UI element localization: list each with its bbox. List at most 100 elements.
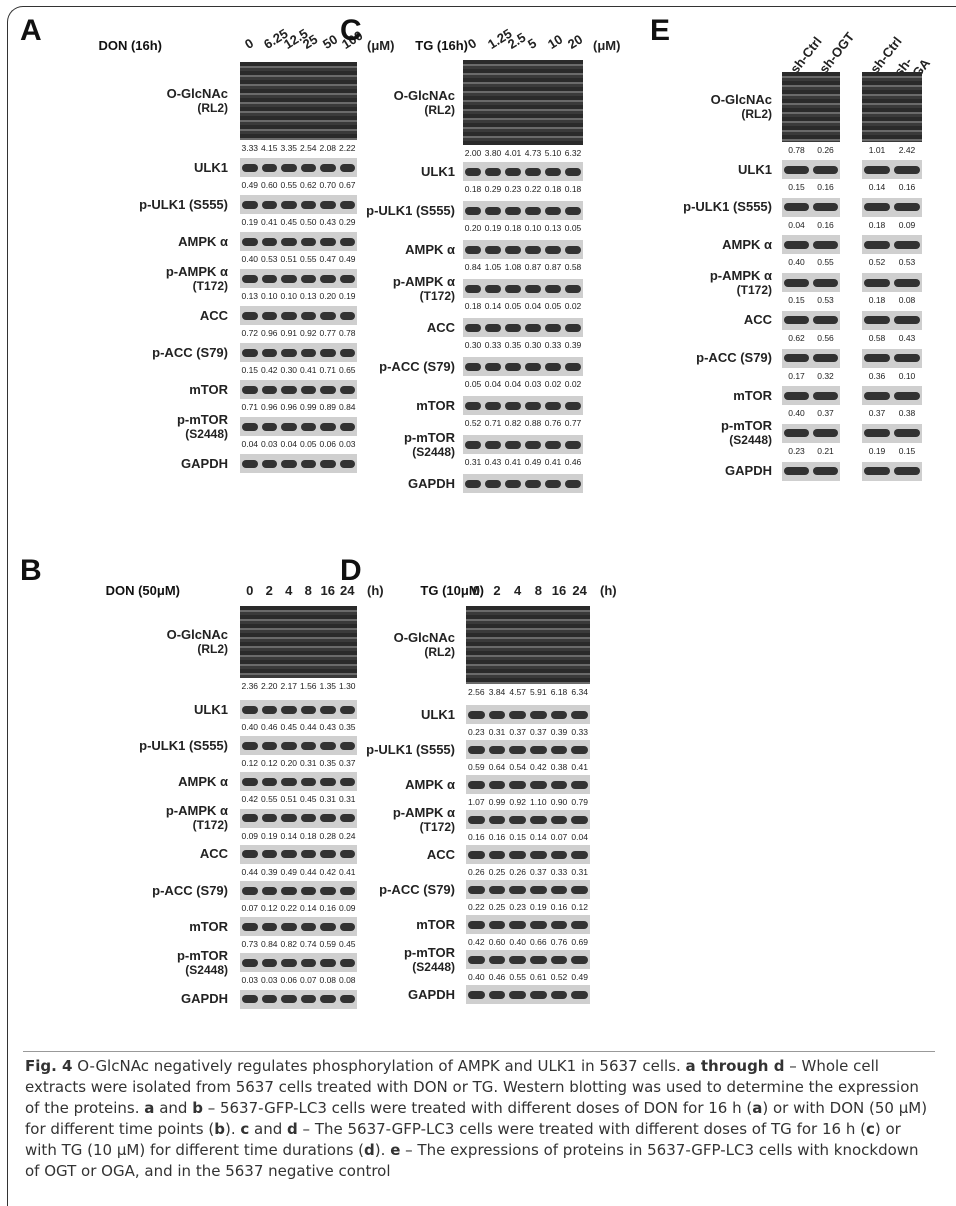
blot (782, 72, 840, 142)
band-value: 0.31 (339, 794, 356, 804)
row-label-line: p-ACC (S79) (28, 884, 228, 898)
band (505, 402, 521, 410)
blot (466, 740, 590, 759)
band-value: 0.20 (465, 223, 482, 233)
row-label-line: GAPDH (255, 988, 455, 1002)
row-label: AMPK α (28, 235, 228, 249)
band (320, 349, 336, 357)
row-label: p-ULK1 (S555) (572, 200, 772, 214)
band (813, 166, 838, 174)
row-label: p-ACC (S79) (28, 884, 228, 898)
band-value: 0.40 (241, 722, 258, 732)
band-value: 0.18 (505, 223, 522, 233)
blot (466, 985, 590, 1004)
band (465, 441, 481, 449)
band-value: 0.14 (530, 832, 547, 842)
band-value: 0.12 (571, 902, 588, 912)
row-label: p-AMPK α(T172) (572, 269, 772, 297)
band-value: 0.42 (241, 794, 258, 804)
band (468, 816, 485, 824)
caption-segment: b (214, 1120, 225, 1138)
band-value: 2.42 (899, 145, 916, 155)
caption-segment: ). (375, 1141, 390, 1159)
band (489, 746, 506, 754)
band-value: 3.33 (241, 143, 258, 153)
row-label-line: ACC (28, 309, 228, 323)
row-label: p-mTOR(S2448) (28, 949, 228, 977)
blot (782, 198, 840, 217)
band (565, 480, 581, 488)
band (509, 746, 526, 754)
band (571, 921, 588, 929)
row-label: mTOR (28, 383, 228, 397)
band-value: 0.37 (817, 408, 834, 418)
band (571, 991, 588, 999)
blot (463, 60, 583, 145)
band-value: 0.03 (525, 379, 542, 389)
band-value: 1.10 (530, 797, 547, 807)
band (864, 203, 890, 211)
band-value: 0.36 (869, 371, 886, 381)
unit: (h) (600, 583, 617, 598)
band-value: 0.12 (261, 903, 278, 913)
band (864, 166, 890, 174)
row-label: p-ACC (S79) (28, 346, 228, 360)
band-value: 0.20 (280, 758, 297, 768)
band-value: 0.05 (465, 379, 482, 389)
band (505, 168, 521, 176)
band (505, 441, 521, 449)
band (262, 386, 278, 394)
row-label-line: AMPK α (255, 778, 455, 792)
panel-letter: E (650, 14, 670, 48)
band (551, 886, 568, 894)
row-label-line: ACC (28, 847, 228, 861)
band-value: 0.35 (319, 758, 336, 768)
band-value: 0.23 (505, 184, 522, 194)
row-label: AMPK α (255, 778, 455, 792)
band-value: 0.26 (468, 867, 485, 877)
row-label-line: ULK1 (255, 708, 455, 722)
band (530, 816, 547, 824)
band-value: 0.09 (899, 220, 916, 230)
blot (463, 357, 583, 376)
band-value: 0.62 (300, 180, 317, 190)
row-label-line: ULK1 (28, 161, 228, 175)
band-value: 0.18 (545, 184, 562, 194)
band (551, 781, 568, 789)
band-value: 0.02 (565, 379, 582, 389)
band-value: 0.42 (530, 762, 547, 772)
band-value: 2.17 (280, 681, 297, 691)
band (545, 402, 561, 410)
row-label-line: p-ACC (S79) (255, 360, 455, 374)
band (281, 460, 297, 468)
blot (466, 950, 590, 969)
band-value: 1.05 (485, 262, 502, 272)
band-value: 0.78 (788, 145, 805, 155)
band (242, 312, 258, 320)
band-value: 0.05 (545, 301, 562, 311)
band-value: 1.08 (505, 262, 522, 272)
band-value: 0.14 (869, 182, 886, 192)
band-value: 0.38 (899, 408, 916, 418)
row-label-line: p-ULK1 (S555) (572, 200, 772, 214)
band-value: 0.09 (339, 903, 356, 913)
band-value: 0.19 (241, 217, 258, 227)
row-label-line: (T172) (255, 289, 455, 303)
band (784, 241, 809, 249)
band-value: 2.00 (465, 148, 482, 158)
band (242, 423, 258, 431)
band-value: 0.16 (817, 220, 834, 230)
band (894, 429, 920, 437)
band (489, 956, 506, 964)
row-label-line: mTOR (28, 920, 228, 934)
row-label-line: p-ACC (S79) (572, 351, 772, 365)
band-value: 1.30 (339, 681, 356, 691)
caption-segment: Fig. 4 (25, 1057, 72, 1075)
band-value: 0.66 (530, 937, 547, 947)
blot (466, 915, 590, 934)
band-value: 0.71 (485, 418, 502, 428)
band-value: 0.42 (468, 937, 485, 947)
band-value: 3.80 (485, 148, 502, 158)
row-label-line: O-GlcNAc (255, 631, 455, 645)
band-value: 0.60 (489, 937, 506, 947)
